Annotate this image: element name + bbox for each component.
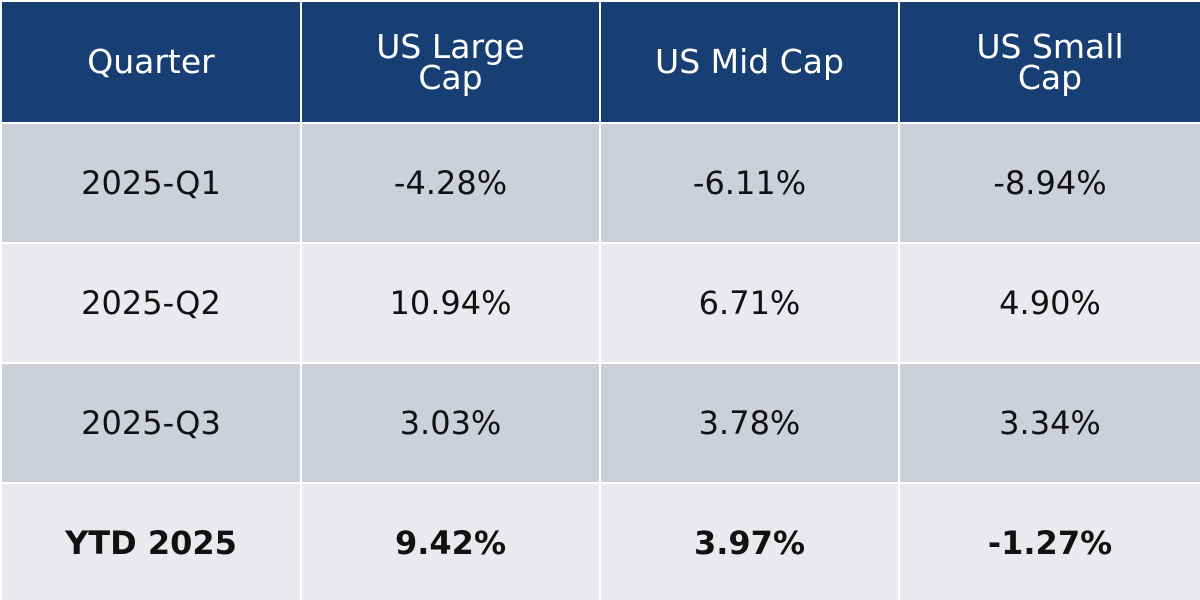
- table-cell: 10.94%: [300, 242, 601, 364]
- table-cell: 3.34%: [898, 362, 1200, 484]
- table-row: YTD 2025 9.42% 3.97% -1.27%: [0, 482, 1200, 600]
- table-cell: 9.42%: [300, 482, 601, 600]
- header-text: US Small Cap: [976, 26, 1124, 97]
- header-cell: Quarter: [0, 0, 302, 124]
- table-cell: 3.97%: [599, 482, 900, 600]
- table-cell: -1.27%: [898, 482, 1200, 600]
- table-cell: 6.71%: [599, 242, 900, 364]
- table-row: 2025-Q2 10.94% 6.71% 4.90%: [0, 242, 1200, 364]
- header-text: US Mid Cap: [655, 42, 844, 82]
- table-cell: 3.78%: [599, 362, 900, 484]
- table-cell: YTD 2025: [0, 482, 302, 600]
- table-cell: 4.90%: [898, 242, 1200, 364]
- table-cell: 2025-Q2: [0, 242, 302, 364]
- header-row: Quarter US Large Cap US Mid Cap US Small Ca…: [0, 0, 1200, 124]
- header-cell: US Mid Cap: [599, 0, 900, 124]
- header-text: Quarter: [87, 42, 215, 82]
- table-cell: 3.03%: [300, 362, 601, 484]
- table-cell: -4.28%: [300, 122, 601, 244]
- header-cell: US Large Cap: [300, 0, 601, 124]
- header-text: US Large Cap: [376, 26, 525, 97]
- table-cell: 2025-Q1: [0, 122, 302, 244]
- header-cell: US Small Cap: [898, 0, 1200, 124]
- table-row: 2025-Q3 3.03% 3.78% 3.34%: [0, 362, 1200, 484]
- table-row: 2025-Q1 -4.28% -6.11% -8.94%: [0, 122, 1200, 244]
- table-cell: -6.11%: [599, 122, 900, 244]
- table-cell: -8.94%: [898, 122, 1200, 244]
- table-cell: 2025-Q3: [0, 362, 302, 484]
